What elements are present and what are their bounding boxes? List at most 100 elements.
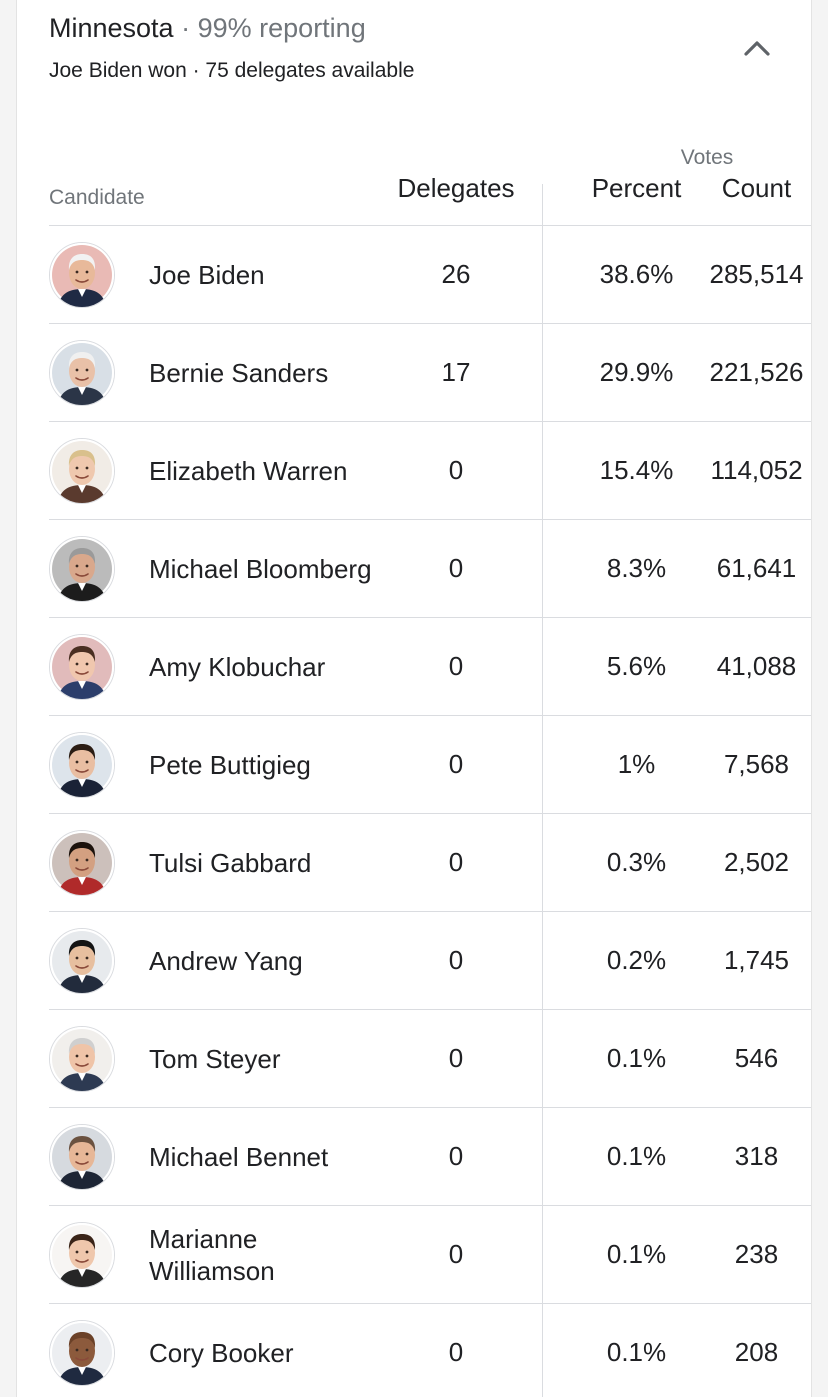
candidate-delegates: 0 bbox=[448, 1043, 464, 1073]
table-row: Michael Bennet 0 0.1% 318 bbox=[49, 1108, 811, 1206]
candidate-delegates: 26 bbox=[441, 259, 471, 289]
candidate-avatar bbox=[49, 634, 115, 700]
candidate-portrait-icon bbox=[50, 1027, 114, 1091]
column-divider bbox=[542, 422, 543, 519]
candidate-portrait-icon bbox=[50, 1321, 114, 1385]
candidate-avatar bbox=[49, 438, 115, 504]
candidate-name: Marianne Williamson bbox=[149, 1223, 275, 1286]
candidate-delegates: 17 bbox=[441, 357, 471, 387]
chevron-up-icon bbox=[744, 41, 770, 56]
candidate-vote-count: 318 bbox=[734, 1141, 779, 1171]
candidate-vote-count: 208 bbox=[734, 1337, 779, 1367]
candidate-avatar bbox=[49, 1026, 115, 1092]
candidate-delegates: 0 bbox=[448, 455, 464, 485]
candidate-delegates: 0 bbox=[448, 1337, 464, 1367]
table-row: Bernie Sanders 17 29.9% 221,526 bbox=[49, 324, 811, 422]
candidate-vote-count: 285,514 bbox=[709, 259, 804, 289]
candidate-name: Joe Biden bbox=[149, 259, 265, 290]
candidate-vote-percent: 0.1% bbox=[606, 1141, 667, 1171]
candidate-vote-percent: 0.3% bbox=[606, 847, 667, 877]
column-header-count: Count bbox=[721, 173, 792, 203]
table-row: Joe Biden 26 38.6% 285,514 bbox=[49, 226, 811, 324]
results-table-header: Votes Candidate Delegates Percent Count bbox=[49, 140, 811, 225]
candidate-name: Tom Steyer bbox=[149, 1043, 281, 1074]
candidate-avatar bbox=[49, 536, 115, 602]
candidate-vote-percent: 38.6% bbox=[599, 259, 674, 289]
column-header-delegates: Delegates bbox=[397, 173, 515, 203]
candidate-portrait-icon bbox=[50, 733, 114, 797]
candidate-portrait-icon bbox=[50, 635, 114, 699]
table-row: Tom Steyer 0 0.1% 546 bbox=[49, 1010, 811, 1108]
table-row: Andrew Yang 0 0.2% 1,745 bbox=[49, 912, 811, 1010]
state-name: Minnesota bbox=[49, 13, 174, 43]
table-row: Michael Bloomberg 0 8.3% 61,641 bbox=[49, 520, 811, 618]
column-divider bbox=[542, 1108, 543, 1205]
candidate-name: Bernie Sanders bbox=[149, 357, 329, 388]
candidate-vote-percent: 8.3% bbox=[606, 553, 667, 583]
candidate-vote-count: 114,052 bbox=[710, 455, 803, 485]
candidate-name: Andrew Yang bbox=[149, 945, 303, 976]
candidate-delegates: 0 bbox=[448, 1239, 464, 1269]
column-divider bbox=[542, 1206, 543, 1303]
candidate-portrait-icon bbox=[50, 929, 114, 993]
candidate-vote-percent: 0.1% bbox=[606, 1043, 667, 1073]
column-divider bbox=[542, 184, 543, 225]
election-results-card: Minnesota · 99% reporting Joe Biden won … bbox=[16, 0, 812, 1397]
candidate-delegates: 0 bbox=[448, 651, 464, 681]
column-divider bbox=[542, 814, 543, 911]
candidate-name: Tulsi Gabbard bbox=[149, 847, 312, 878]
candidate-portrait-icon bbox=[50, 341, 114, 405]
table-row: Elizabeth Warren 0 15.4% 114,052 bbox=[49, 422, 811, 520]
candidate-name: Amy Klobuchar bbox=[149, 651, 326, 682]
candidate-delegates: 0 bbox=[448, 749, 464, 779]
candidate-vote-count: 41,088 bbox=[716, 651, 797, 681]
candidate-avatar bbox=[49, 242, 115, 308]
table-row: Tulsi Gabbard 0 0.3% 2,502 bbox=[49, 814, 811, 912]
candidate-vote-percent: 15.4% bbox=[599, 455, 674, 485]
column-divider bbox=[542, 716, 543, 813]
results-table-body: Joe Biden 26 38.6% 285,514 Bernie Sanders 17 2… bbox=[49, 225, 811, 1397]
candidate-portrait-icon bbox=[50, 1223, 114, 1287]
candidate-vote-count: 2,502 bbox=[723, 847, 790, 877]
candidate-vote-percent: 0.1% bbox=[606, 1337, 667, 1367]
candidate-avatar bbox=[49, 340, 115, 406]
votes-group-label: Votes bbox=[680, 146, 734, 169]
candidate-name: Michael Bennet bbox=[149, 1141, 329, 1172]
collapse-button[interactable] bbox=[733, 28, 781, 68]
candidate-portrait-icon bbox=[50, 243, 114, 307]
candidate-avatar bbox=[49, 1124, 115, 1190]
candidate-portrait-icon bbox=[50, 1125, 114, 1189]
candidate-vote-count: 546 bbox=[734, 1043, 779, 1073]
candidate-portrait-icon bbox=[50, 537, 114, 601]
column-divider bbox=[542, 912, 543, 1009]
column-divider bbox=[542, 618, 543, 715]
candidate-vote-percent: 0.1% bbox=[606, 1239, 667, 1269]
candidate-delegates: 0 bbox=[448, 847, 464, 877]
candidate-avatar bbox=[49, 1320, 115, 1386]
candidate-avatar bbox=[49, 830, 115, 896]
table-row: Pete Buttigieg 0 1% 7,568 bbox=[49, 716, 811, 814]
candidate-delegates: 0 bbox=[448, 1141, 464, 1171]
column-header-candidate: Candidate bbox=[49, 186, 145, 209]
candidate-name: Cory Booker bbox=[149, 1337, 294, 1368]
results-title: Minnesota · 99% reporting bbox=[49, 10, 749, 46]
candidate-vote-count: 7,568 bbox=[723, 749, 790, 779]
candidate-portrait-icon bbox=[50, 831, 114, 895]
candidate-avatar bbox=[49, 732, 115, 798]
candidate-name: Pete Buttigieg bbox=[149, 749, 311, 780]
candidate-avatar bbox=[49, 1222, 115, 1288]
candidate-vote-count: 221,526 bbox=[709, 357, 804, 387]
column-divider bbox=[542, 324, 543, 421]
column-divider bbox=[542, 1304, 543, 1397]
candidate-avatar bbox=[49, 928, 115, 994]
reporting-status: 99% reporting bbox=[197, 13, 366, 43]
column-divider bbox=[542, 520, 543, 617]
candidate-delegates: 0 bbox=[448, 553, 464, 583]
candidate-portrait-icon bbox=[50, 439, 114, 503]
candidate-delegates: 0 bbox=[448, 945, 464, 975]
candidate-name: Elizabeth Warren bbox=[149, 455, 348, 486]
candidate-vote-percent: 1% bbox=[617, 749, 656, 779]
candidate-vote-percent: 0.2% bbox=[606, 945, 667, 975]
table-row: Cory Booker 0 0.1% 208 bbox=[49, 1304, 811, 1397]
